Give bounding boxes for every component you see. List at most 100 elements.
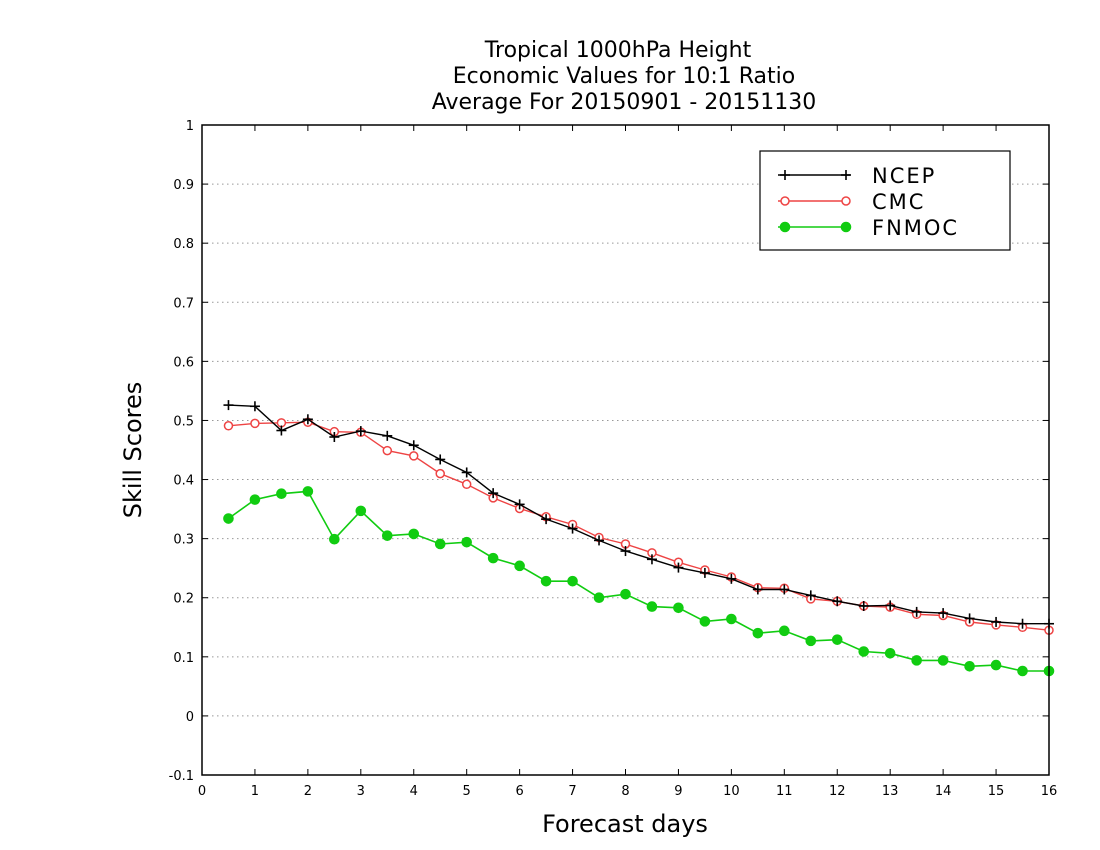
y-tick-label: 0.4 <box>173 474 194 489</box>
data-point-cmc <box>382 445 393 456</box>
data-point-cmc <box>435 468 445 479</box>
data-point-fnmoc <box>408 528 420 540</box>
data-point-ncep <box>514 499 525 510</box>
x-tick-label: 0 <box>198 784 206 799</box>
data-point-fnmoc <box>461 536 472 548</box>
legend-marker-fnmoc <box>779 221 791 233</box>
legend-entry-fnmoc: FNMOC <box>778 216 959 240</box>
data-point-fnmoc <box>990 659 1002 671</box>
data-point-fnmoc <box>249 494 261 505</box>
data-point-fnmoc <box>514 560 525 572</box>
data-point-fnmoc <box>673 602 684 614</box>
data-point-ncep <box>805 590 816 601</box>
x-tick-label: 8 <box>621 784 629 799</box>
legend-marker-ncep <box>780 170 790 180</box>
legend-marker-cmc <box>780 196 790 206</box>
x-tick-label: 5 <box>463 784 471 799</box>
data-point-ncep <box>858 601 869 611</box>
grid-layer <box>202 183 1049 717</box>
x-tick-label: 2 <box>304 784 312 799</box>
legend-label-cmc: CMC <box>872 190 925 214</box>
x-tick-label: 11 <box>776 784 793 799</box>
y-tick-label: 1 <box>186 119 194 134</box>
x-tick-label: 4 <box>410 784 418 799</box>
legend-label-fnmoc: FNMOC <box>872 216 959 240</box>
legend-label-ncep: NCEP <box>872 164 936 188</box>
data-point-ncep <box>832 596 843 607</box>
series-fnmoc <box>223 486 1055 677</box>
data-point-fnmoc <box>355 505 367 517</box>
data-point-ncep <box>541 514 552 525</box>
series-line-cmc <box>228 421 1050 631</box>
title-line-1: Tropical 1000hPa Height <box>484 38 752 63</box>
series-line-fnmoc <box>228 490 1049 672</box>
x-tick-label: 15 <box>988 784 1005 799</box>
x-tick-label: 14 <box>935 784 952 799</box>
y-tick-label: 0 <box>186 710 194 725</box>
data-point-cmc <box>461 479 472 490</box>
x-axis-title: Forecast days <box>542 810 708 838</box>
y-tick-label: 0.7 <box>173 296 194 311</box>
y-axis-title: Skill Scores <box>119 382 147 519</box>
data-point-ncep <box>964 613 975 624</box>
title-line-3: Average For 20150901 - 20151130 <box>432 90 817 115</box>
data-point-fnmoc <box>1017 665 1028 677</box>
data-point-ncep <box>302 414 313 425</box>
data-point-fnmoc <box>699 616 711 627</box>
y-tick-label: 0.1 <box>173 651 194 666</box>
data-point-fnmoc <box>434 538 446 550</box>
x-tick-label: 7 <box>568 784 576 799</box>
data-point-cmc <box>223 421 234 431</box>
data-point-fnmoc <box>593 592 605 604</box>
data-point-fnmoc <box>831 634 843 645</box>
data-point-fnmoc <box>223 513 234 524</box>
x-tick-label: 16 <box>1041 784 1058 799</box>
data-point-fnmoc <box>302 486 314 497</box>
data-point-fnmoc <box>858 646 870 657</box>
data-point-fnmoc <box>805 635 817 647</box>
series-ncep <box>223 400 1054 629</box>
x-tick-label: 1 <box>251 784 259 799</box>
data-point-ncep <box>249 401 260 412</box>
data-point-ncep <box>435 454 446 465</box>
y-tick-label: 0.3 <box>173 533 194 548</box>
data-point-fnmoc <box>779 625 790 637</box>
data-point-ncep <box>938 608 949 619</box>
x-tick-label: 6 <box>515 784 523 799</box>
legend-marker-cmc <box>841 196 851 206</box>
data-point-ncep <box>223 400 234 411</box>
legend-entry-ncep: NCEP <box>778 164 936 188</box>
series-cmc <box>223 417 1054 635</box>
title-line-2: Economic Values for 10:1 Ratio <box>453 64 795 89</box>
data-point-fnmoc <box>540 575 552 587</box>
x-tick-label: 10 <box>723 784 740 799</box>
data-point-ncep <box>646 554 657 565</box>
y-tick-label: 0.8 <box>173 237 194 252</box>
x-tick-label: 13 <box>882 784 899 799</box>
data-point-fnmoc <box>752 627 764 639</box>
y-tick-label: -0.1 <box>169 769 194 784</box>
data-point-fnmoc <box>937 655 949 666</box>
data-point-ncep <box>329 432 340 442</box>
data-point-ncep <box>594 535 605 546</box>
series-line-ncep <box>228 404 1049 625</box>
y-tick-label: 0.5 <box>173 414 194 429</box>
data-point-ncep <box>276 425 287 436</box>
data-point-ncep <box>726 573 737 584</box>
data-point-fnmoc <box>884 647 896 659</box>
data-point-ncep <box>699 567 710 578</box>
data-point-fnmoc <box>276 488 287 500</box>
data-point-cmc <box>250 418 260 429</box>
data-point-fnmoc <box>911 655 922 666</box>
data-point-ncep <box>461 467 472 478</box>
legend-marker-fnmoc <box>840 221 852 233</box>
data-point-ncep <box>620 546 631 557</box>
data-point-ncep <box>885 600 896 611</box>
x-tick-label: 9 <box>674 784 682 799</box>
data-point-ncep <box>991 616 1002 627</box>
data-point-ncep <box>673 562 684 573</box>
data-point-fnmoc <box>964 660 975 672</box>
